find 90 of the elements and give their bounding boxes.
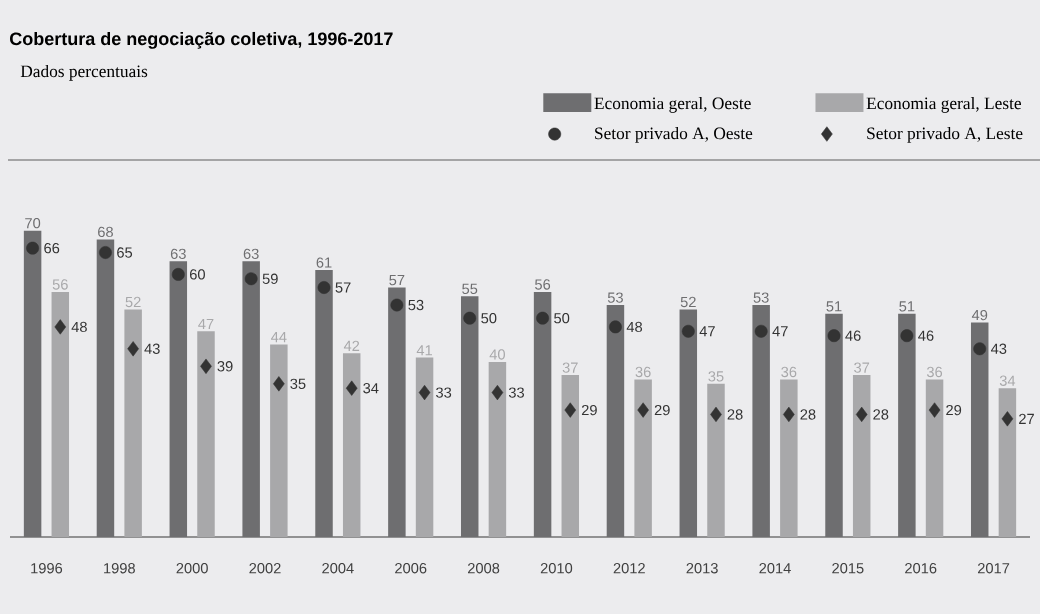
data-label: 29 bbox=[654, 404, 670, 416]
x-tick-label: 1998 bbox=[104, 563, 135, 574]
x-tick-label: 2008 bbox=[467, 563, 500, 574]
data-label: 57 bbox=[389, 275, 405, 286]
bar bbox=[124, 309, 142, 537]
data-label: 35 bbox=[708, 371, 724, 382]
data-label: 49 bbox=[971, 309, 988, 321]
legend-label: Setor privado A, Leste bbox=[867, 127, 1023, 143]
data-label: 27 bbox=[1019, 413, 1034, 424]
data-label: 51 bbox=[826, 301, 842, 312]
bar bbox=[998, 388, 1017, 537]
legend-label: Economia geral, Leste bbox=[866, 97, 1021, 113]
bar bbox=[51, 291, 70, 537]
data-label: 37 bbox=[854, 362, 870, 373]
data-label: 47 bbox=[198, 318, 214, 330]
x-tick-label: 2015 bbox=[832, 563, 864, 574]
bar bbox=[488, 361, 507, 537]
data-label: 70 bbox=[25, 217, 41, 229]
x-tick-label: 2012 bbox=[613, 563, 645, 574]
bar bbox=[925, 379, 944, 537]
data-label: 59 bbox=[262, 273, 278, 284]
data-label: 34 bbox=[363, 383, 379, 394]
data-label: 33 bbox=[436, 387, 452, 398]
data-label: 53 bbox=[607, 292, 623, 303]
data-label: 65 bbox=[117, 247, 133, 258]
bar bbox=[634, 379, 652, 537]
data-label: 40 bbox=[489, 349, 505, 360]
bar bbox=[780, 379, 798, 537]
data-label: 50 bbox=[481, 312, 497, 324]
bar bbox=[852, 375, 871, 537]
data-label: 28 bbox=[873, 409, 889, 420]
legend-label: Setor privado A, Oeste bbox=[595, 127, 753, 143]
bar bbox=[561, 375, 580, 537]
data-label: 33 bbox=[508, 387, 525, 398]
data-label: 28 bbox=[727, 409, 743, 420]
data-label: 47 bbox=[699, 326, 715, 337]
data-label: 52 bbox=[125, 296, 141, 308]
data-label: 28 bbox=[800, 409, 816, 420]
legend-label: Economia geral, Oeste bbox=[594, 97, 751, 113]
data-label: 48 bbox=[71, 321, 87, 333]
x-tick-label: 2006 bbox=[395, 563, 427, 574]
data-label: 34 bbox=[999, 375, 1016, 386]
data-label: 56 bbox=[52, 279, 68, 290]
bar bbox=[415, 357, 434, 537]
data-label: 57 bbox=[335, 282, 351, 293]
data-label: 36 bbox=[635, 366, 651, 378]
data-label: 29 bbox=[946, 404, 962, 416]
x-tick-label: 2000 bbox=[176, 563, 208, 574]
data-label: 48 bbox=[626, 321, 643, 333]
bar bbox=[197, 331, 215, 537]
data-label: 53 bbox=[753, 292, 769, 303]
data-label: 35 bbox=[290, 378, 306, 389]
chart-title: Cobertura de negociação coletiva, 1996-2017 bbox=[10, 31, 393, 49]
x-tick-label: 1996 bbox=[31, 563, 63, 574]
data-label: 36 bbox=[926, 366, 943, 378]
data-label: 55 bbox=[462, 283, 478, 295]
data-label: 41 bbox=[416, 345, 432, 356]
x-tick-label: 2014 bbox=[759, 563, 791, 574]
bar bbox=[270, 344, 288, 537]
bar bbox=[342, 353, 361, 537]
data-label: 47 bbox=[772, 326, 788, 337]
data-label: 39 bbox=[217, 361, 233, 372]
data-label: 60 bbox=[189, 269, 205, 280]
x-tick-label: 2016 bbox=[905, 563, 937, 574]
data-label: 46 bbox=[918, 330, 934, 341]
data-label: 46 bbox=[845, 330, 861, 341]
data-label: 52 bbox=[680, 296, 696, 308]
x-tick-label: 2002 bbox=[249, 563, 281, 574]
data-label: 51 bbox=[899, 301, 915, 312]
data-label: 53 bbox=[408, 299, 424, 311]
data-label: 61 bbox=[316, 257, 332, 268]
x-tick-label: 2004 bbox=[322, 563, 354, 574]
data-label: 43 bbox=[144, 343, 160, 354]
x-tick-label: 2017 bbox=[977, 563, 1010, 574]
data-label: 66 bbox=[44, 242, 60, 254]
data-label: 63 bbox=[170, 248, 186, 259]
x-tick-label: 2013 bbox=[686, 563, 718, 574]
data-label: 42 bbox=[343, 340, 360, 351]
data-label: 63 bbox=[243, 248, 259, 259]
data-label: 43 bbox=[990, 343, 1007, 354]
data-label: 50 bbox=[554, 312, 570, 324]
data-label: 56 bbox=[535, 279, 551, 290]
x-tick-label: 2010 bbox=[540, 563, 573, 574]
bar bbox=[707, 383, 725, 537]
chart-subtitle: Dados percentuais bbox=[20, 64, 148, 81]
data-label: 29 bbox=[581, 404, 597, 416]
data-label: 44 bbox=[271, 332, 287, 343]
data-label: 68 bbox=[98, 226, 113, 238]
data-label: 36 bbox=[781, 366, 797, 378]
data-label: 37 bbox=[562, 362, 578, 373]
